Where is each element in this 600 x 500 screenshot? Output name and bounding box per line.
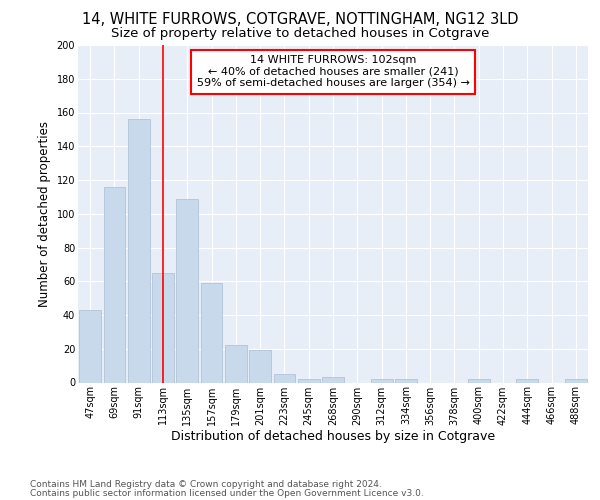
- Bar: [249, 350, 271, 382]
- Bar: [517, 379, 538, 382]
- Bar: [468, 379, 490, 382]
- Bar: [176, 198, 198, 382]
- Bar: [274, 374, 295, 382]
- Bar: [395, 379, 417, 382]
- Text: Size of property relative to detached houses in Cotgrave: Size of property relative to detached ho…: [111, 28, 489, 40]
- Bar: [128, 119, 149, 382]
- Bar: [200, 283, 223, 382]
- Bar: [79, 310, 101, 382]
- Bar: [104, 186, 125, 382]
- X-axis label: Distribution of detached houses by size in Cotgrave: Distribution of detached houses by size …: [171, 430, 495, 443]
- Bar: [565, 379, 587, 382]
- Text: Contains public sector information licensed under the Open Government Licence v3: Contains public sector information licen…: [30, 488, 424, 498]
- Text: 14, WHITE FURROWS, COTGRAVE, NOTTINGHAM, NG12 3LD: 14, WHITE FURROWS, COTGRAVE, NOTTINGHAM,…: [82, 12, 518, 28]
- Text: Contains HM Land Registry data © Crown copyright and database right 2024.: Contains HM Land Registry data © Crown c…: [30, 480, 382, 489]
- Bar: [322, 378, 344, 382]
- Bar: [225, 346, 247, 383]
- Bar: [298, 379, 320, 382]
- Y-axis label: Number of detached properties: Number of detached properties: [38, 120, 51, 306]
- Text: 14 WHITE FURROWS: 102sqm
← 40% of detached houses are smaller (241)
59% of semi-: 14 WHITE FURROWS: 102sqm ← 40% of detach…: [197, 55, 469, 88]
- Bar: [152, 273, 174, 382]
- Bar: [371, 379, 392, 382]
